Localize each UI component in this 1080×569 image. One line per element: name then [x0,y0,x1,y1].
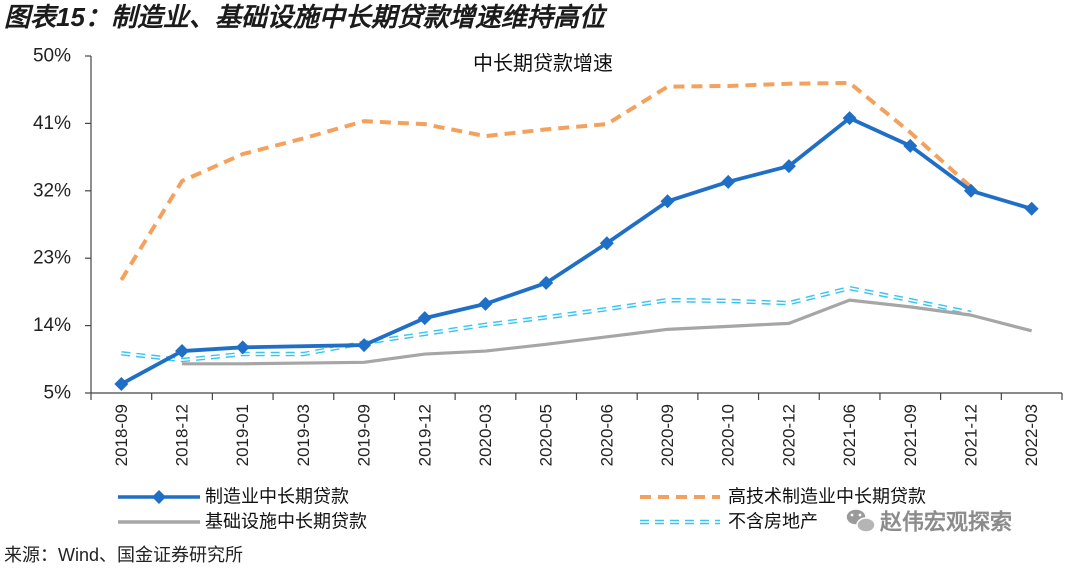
x-tick-label: 2019-09 [355,404,374,466]
legend-item: 基础设施中长期贷款 [118,512,367,533]
legend-label: 制造业中长期贷款 [205,487,349,508]
data-point-marker [963,183,978,198]
x-tick-label: 2019-01 [233,404,252,466]
legend-label: 不含房地产 [728,512,818,533]
data-point-marker [842,111,857,126]
x-tick-label: 2020-12 [779,404,798,466]
data-point-marker [539,275,554,290]
series-line-0 [120,116,1033,386]
data-point-marker [599,236,614,251]
legend-item: 制造业中长期贷款 [118,487,349,508]
y-tick-label: 32% [33,180,71,201]
y-tick-label: 50% [33,46,71,67]
plot-area [114,80,1039,392]
y-tick-label: 23% [33,248,71,269]
axes: 5% 14% 23% 32% 41% 50% 2018-09 2018-12 2019-01 20… [33,46,1063,466]
legend-item: 不含房地产 [640,512,818,533]
x-tick-label: 2020-06 [597,404,616,466]
x-tick-label: 2020-03 [476,404,495,466]
series-2 [182,298,1033,366]
data-point-marker [114,377,129,392]
data-point-marker [1024,201,1039,216]
x-tick-label: 2020-05 [537,404,556,466]
series-line-2 [182,298,1033,366]
chart-title: 中长期贷款增速 [473,51,613,75]
wechat-icon [845,508,876,533]
x-tick-label: 2021-09 [901,404,920,466]
series-line-3 [121,285,972,363]
x-tick-label: 2021-12 [961,404,980,466]
data-point-marker [660,194,675,209]
x-tick-label: 2022-03 [1022,404,1041,466]
data-point-marker [175,344,190,359]
data-point-marker [721,174,736,189]
x-tick-label: 2021-06 [840,404,859,466]
y-tick-label: 5% [44,383,72,404]
data-point-marker [235,340,250,355]
legend-marker [152,490,166,504]
x-tick-label: 2018-12 [173,404,192,466]
series-line-1 [119,80,973,281]
series-3 [121,285,972,363]
legend-label: 基础设施中长期贷款 [205,512,367,533]
legend-label: 高技术制造业中长期贷款 [728,487,926,508]
series-1 [119,80,973,281]
x-tick-label: 2019-03 [294,404,313,466]
y-tick-label: 14% [33,315,71,336]
legend-item: 高技术制造业中长期贷款 [640,487,926,508]
watermark-text: 赵伟宏观探索 [879,510,1012,535]
data-point-marker [357,338,372,353]
x-tick-label: 2019-12 [415,404,434,466]
x-tick-label: 2020-10 [719,404,738,466]
data-point-marker [903,138,918,153]
data-point-marker [417,311,432,326]
data-point-marker [478,296,493,311]
series-line-inner-3 [121,287,972,361]
y-tick-label: 41% [33,113,71,134]
watermark: 赵伟宏观探索 [845,508,1014,536]
data-point-marker [781,159,796,174]
x-tick-label: 2018-09 [112,404,131,466]
x-tick-label: 2020-09 [658,404,677,466]
series-0 [114,111,1039,392]
figure-title: 图表15：制造业、基础设施中长期贷款增速维持高位 [4,2,605,32]
source-note: 来源：Wind、国金证券研究所 [4,545,244,565]
